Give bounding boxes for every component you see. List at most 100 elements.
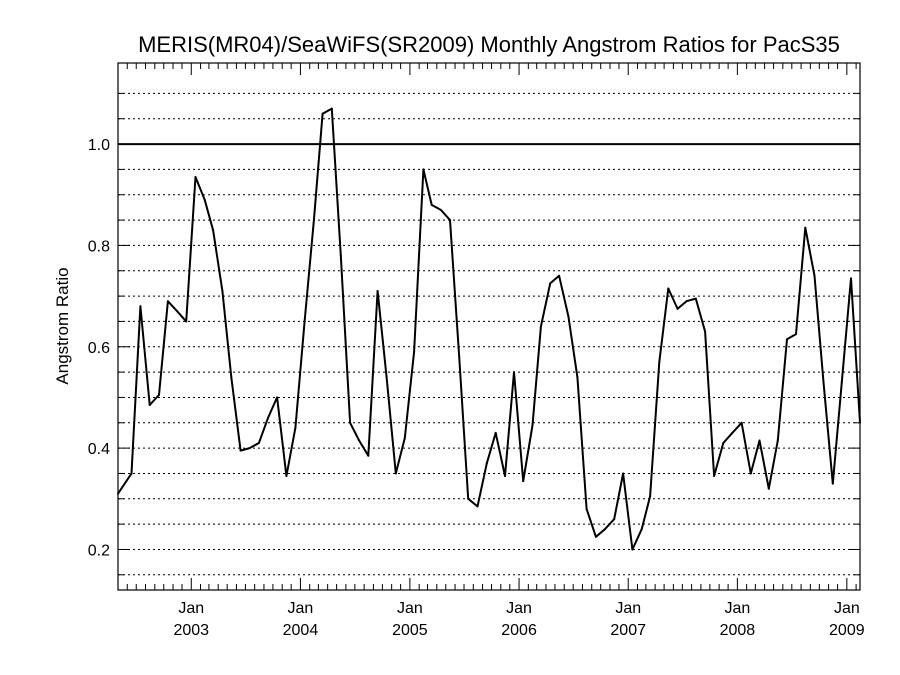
data-point bbox=[139, 305, 142, 308]
data-point bbox=[504, 475, 506, 477]
y-axis-label: Angstrom Ratio bbox=[53, 267, 72, 384]
y-tick-label: 0.4 bbox=[88, 441, 110, 458]
data-point bbox=[722, 442, 725, 444]
data-point bbox=[358, 439, 361, 442]
x-tick-label-month: Jan bbox=[397, 600, 423, 617]
gridlines bbox=[118, 92, 860, 576]
data-point bbox=[740, 421, 743, 424]
data-point bbox=[166, 300, 169, 303]
data-point bbox=[585, 507, 588, 510]
data-point bbox=[539, 325, 542, 328]
data-point bbox=[349, 421, 352, 424]
y-tick-label: 1.0 bbox=[88, 137, 110, 154]
data-point bbox=[248, 447, 251, 450]
x-tick-label-year: 2008 bbox=[720, 622, 756, 639]
data-point bbox=[449, 219, 451, 222]
x-tick-label-year: 2004 bbox=[283, 622, 319, 639]
data-point bbox=[394, 472, 397, 475]
x-tick-label-year: 2006 bbox=[501, 622, 537, 639]
data-point bbox=[786, 338, 788, 341]
data-point bbox=[376, 290, 379, 292]
data-point bbox=[622, 472, 625, 475]
x-tick-label-month: Jan bbox=[178, 600, 204, 617]
data-point bbox=[430, 203, 433, 206]
data-point bbox=[649, 495, 652, 498]
data-point bbox=[130, 472, 133, 475]
data-point bbox=[458, 355, 461, 358]
data-point bbox=[158, 393, 160, 396]
data-point bbox=[704, 330, 707, 333]
x-tick-label-year: 2009 bbox=[829, 622, 865, 639]
data-point bbox=[758, 439, 761, 442]
data-point bbox=[476, 505, 479, 508]
data-point bbox=[613, 518, 616, 521]
data-point bbox=[467, 497, 470, 500]
data-point bbox=[685, 300, 688, 303]
data-point bbox=[385, 376, 388, 379]
data-point bbox=[185, 320, 188, 323]
data-point bbox=[822, 381, 825, 384]
data-point bbox=[667, 287, 670, 290]
data-point bbox=[257, 442, 260, 444]
data-point bbox=[840, 381, 843, 384]
x-tick-label-year: 2005 bbox=[392, 622, 428, 639]
data-point bbox=[303, 320, 306, 323]
data-point bbox=[594, 535, 597, 538]
data-point bbox=[804, 226, 807, 229]
data-point bbox=[576, 376, 579, 379]
data-point bbox=[658, 361, 661, 363]
data-point bbox=[321, 112, 324, 115]
data-point bbox=[676, 307, 679, 310]
data-point bbox=[713, 475, 716, 477]
data-point bbox=[485, 462, 488, 465]
series-line bbox=[117, 107, 861, 551]
data-point bbox=[312, 219, 315, 222]
data-points bbox=[117, 107, 861, 551]
data-point bbox=[850, 277, 852, 280]
data-point bbox=[513, 371, 515, 374]
data-point bbox=[339, 254, 342, 257]
data-point bbox=[567, 315, 570, 318]
data-point bbox=[203, 198, 206, 201]
data-point bbox=[531, 424, 534, 427]
data-point bbox=[285, 475, 288, 477]
data-point bbox=[776, 439, 779, 442]
data-point bbox=[549, 282, 552, 285]
data-point bbox=[221, 290, 224, 292]
data-point bbox=[795, 333, 797, 336]
x-tick-label-month: Jan bbox=[724, 600, 750, 617]
data-point bbox=[230, 376, 233, 379]
data-point bbox=[631, 548, 634, 551]
x-tick-label-month: Jan bbox=[506, 600, 532, 617]
y-axis: 0.2 0.4 0.6 0.8 1.0 bbox=[88, 92, 860, 576]
y-tick-label: 0.8 bbox=[88, 238, 110, 255]
x-axis: Jan 2003 Jan 2004 Jan 2005 Jan 2006 Jan 2007 Jan 20… bbox=[117, 63, 865, 639]
data-point bbox=[239, 449, 242, 452]
data-point bbox=[194, 176, 197, 178]
data-point bbox=[403, 437, 406, 439]
x-tick-label-month: Jan bbox=[288, 600, 314, 617]
data-point bbox=[640, 528, 643, 531]
data-point bbox=[440, 209, 442, 211]
data-point bbox=[767, 487, 770, 490]
x-tick-label-year: 2003 bbox=[173, 622, 209, 639]
data-point bbox=[831, 482, 834, 485]
data-point bbox=[212, 229, 215, 232]
data-point bbox=[276, 396, 279, 399]
data-point bbox=[294, 426, 297, 429]
data-point bbox=[813, 274, 816, 277]
data-point bbox=[176, 310, 179, 313]
data-point bbox=[749, 472, 752, 475]
data-point bbox=[413, 350, 416, 353]
data-point bbox=[494, 431, 497, 434]
data-point bbox=[731, 431, 734, 434]
y-tick-label: 0.6 bbox=[88, 340, 110, 357]
data-point bbox=[267, 416, 270, 419]
plot-frame bbox=[117, 62, 861, 591]
data-point bbox=[603, 528, 606, 531]
chart-title: MERIS(MR04)/SeaWiFS(SR2009) Monthly Angs… bbox=[138, 32, 840, 57]
y-tick-label: 0.2 bbox=[88, 542, 110, 559]
data-point bbox=[694, 297, 697, 300]
data-point bbox=[422, 168, 425, 171]
